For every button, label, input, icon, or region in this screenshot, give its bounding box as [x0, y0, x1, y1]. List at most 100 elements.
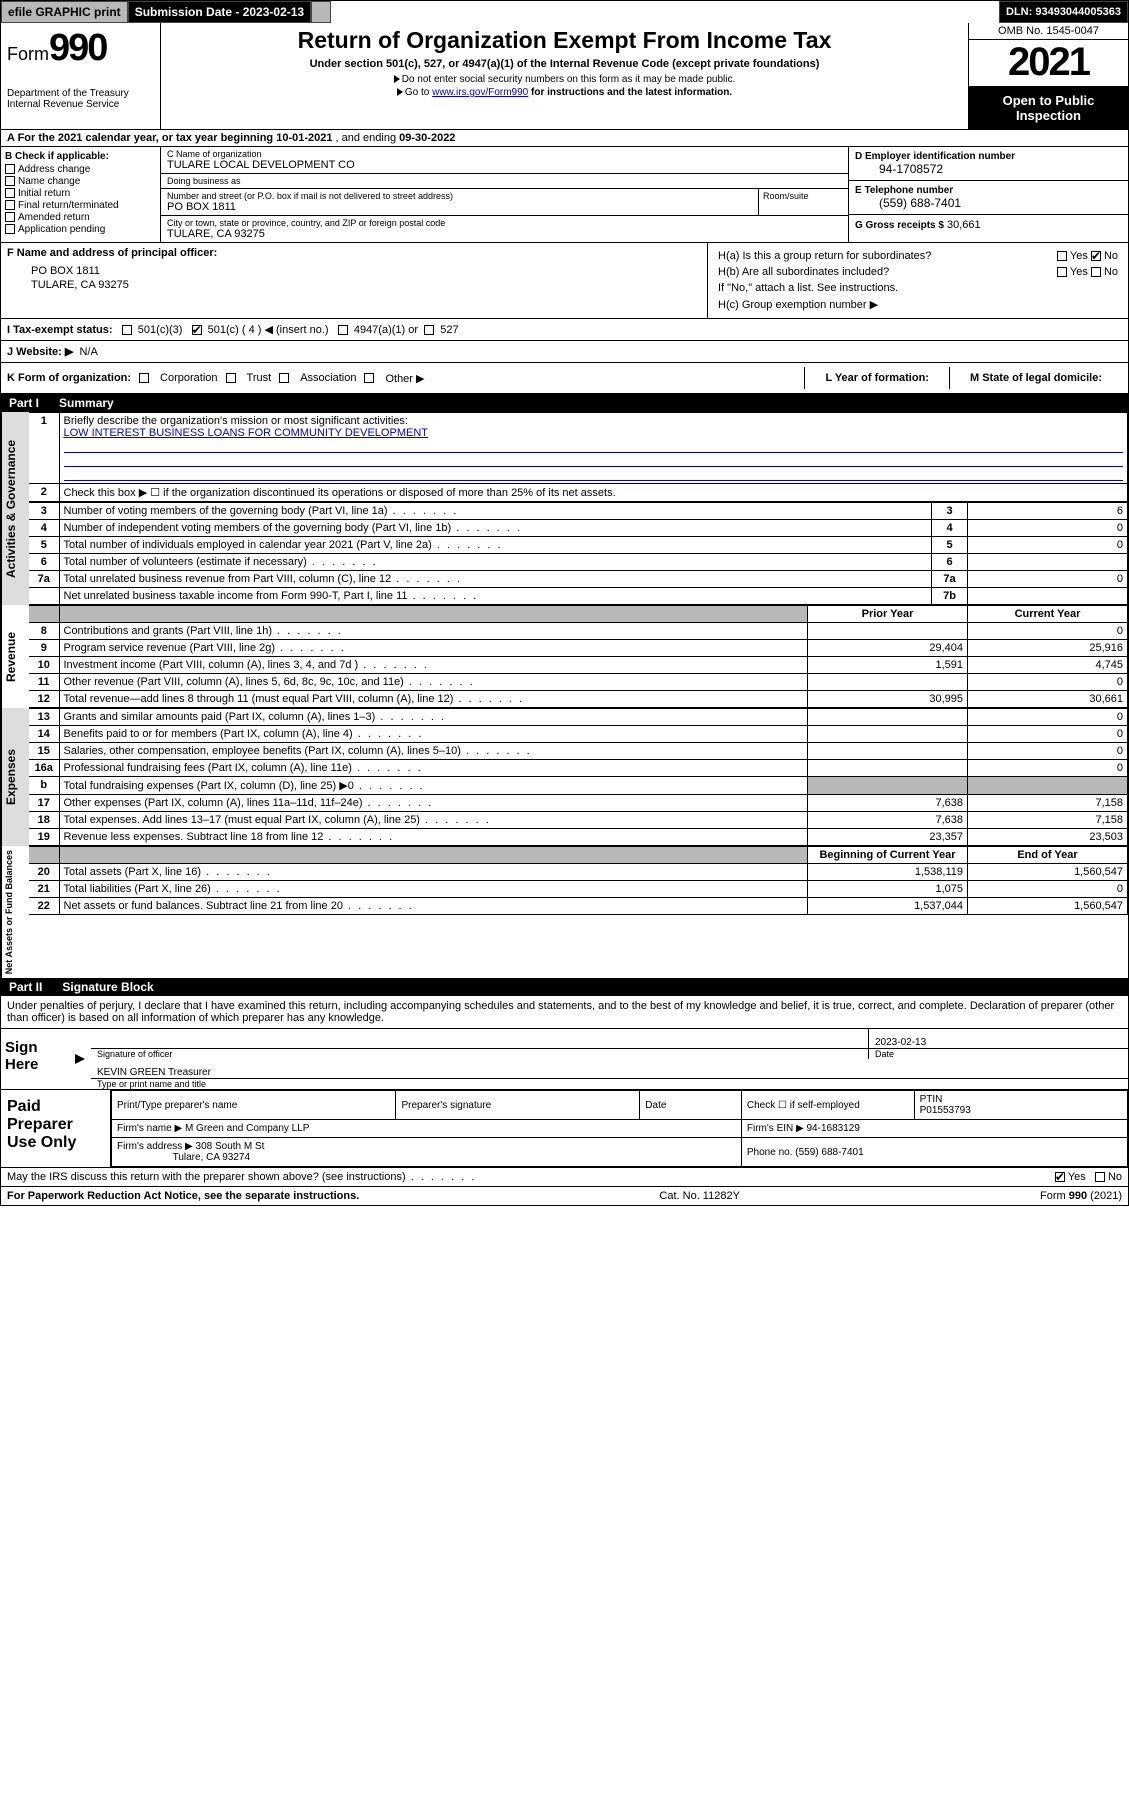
- chk-address-change[interactable]: Address change: [5, 164, 156, 175]
- section-b-to-g: B Check if applicable: Address change Na…: [1, 147, 1128, 243]
- footer-mid: Cat. No. 11282Y: [659, 1190, 740, 1202]
- prior-value: 23,357: [808, 829, 968, 846]
- line-label: Total fundraising expenses (Part IX, col…: [59, 777, 808, 795]
- l-year-formation: L Year of formation:: [804, 367, 949, 389]
- h-b-yesno[interactable]: Yes No: [1027, 265, 1120, 279]
- chk-amended-return[interactable]: Amended return: [5, 212, 156, 223]
- h-group: H(a) Is this a group return for subordin…: [708, 243, 1128, 318]
- note2-post: for instructions and the latest informat…: [528, 87, 732, 98]
- line-num: 17: [29, 795, 59, 812]
- row-a-tax-year: A For the 2021 calendar year, or tax yea…: [1, 130, 1128, 147]
- efile-label[interactable]: efile GRAPHIC print: [1, 1, 128, 23]
- sign-here-label: Sign Here: [1, 1029, 71, 1089]
- prep-h1: Print/Type preparer's name: [112, 1091, 396, 1120]
- sig-date-value: 2023-02-13: [869, 1029, 1128, 1049]
- note-ssn: Do not enter social security numbers on …: [169, 74, 960, 85]
- line-2-num: 2: [29, 484, 59, 502]
- irs-link[interactable]: www.irs.gov/Form990: [432, 87, 528, 98]
- section-net-assets: Net Assets or Fund Balances Beginning of…: [1, 846, 1128, 978]
- prep-h2: Preparer's signature: [396, 1091, 640, 1120]
- prep-label: Paid Preparer Use Only: [1, 1090, 111, 1167]
- k-label: K Form of organization:: [7, 372, 131, 384]
- open-inspection: Open to Public Inspection: [969, 87, 1128, 129]
- begin-value: 1,537,044: [808, 898, 968, 915]
- line-num: b: [29, 777, 59, 795]
- chk-name-change[interactable]: Name change: [5, 176, 156, 187]
- h-a-yesno[interactable]: Yes No: [1027, 249, 1120, 263]
- line-num: 21: [29, 881, 59, 898]
- c-name-label: C Name of organization: [167, 149, 842, 159]
- e-value: (559) 688-7401: [855, 196, 1122, 210]
- chk-assoc[interactable]: [279, 373, 289, 383]
- chk-final-return[interactable]: Final return/terminated: [5, 200, 156, 211]
- line-label: Total assets (Part X, line 16): [59, 864, 808, 881]
- line-key: 7a: [932, 571, 968, 588]
- line-num: 10: [29, 657, 59, 674]
- header-mid: Return of Organization Exempt From Incom…: [161, 23, 968, 129]
- k-o0: Corporation: [160, 372, 217, 384]
- f-line1: PO BOX 1811: [31, 265, 701, 277]
- chk-other[interactable]: [364, 373, 374, 383]
- current-value: 0: [968, 760, 1128, 777]
- may-discuss-yesno[interactable]: Yes No: [1055, 1171, 1122, 1183]
- g-gross: G Gross receipts $ 30,661: [849, 215, 1128, 235]
- section-f-h: F Name and address of principal officer:…: [1, 243, 1128, 319]
- mission-link[interactable]: LOW INTEREST BUSINESS LOANS FOR COMMUNIT…: [64, 427, 428, 439]
- k-o2: Association: [300, 372, 356, 384]
- i-o4: 527: [440, 324, 458, 336]
- triangle-icon: [397, 88, 403, 96]
- line-label: Number of voting members of the governin…: [59, 503, 932, 520]
- officer-sig-line[interactable]: [91, 1029, 868, 1049]
- h-b-label: H(b) Are all subordinates included?: [716, 265, 1025, 279]
- chk-527[interactable]: [424, 325, 434, 335]
- chk-trust[interactable]: [226, 373, 236, 383]
- may-discuss-text: May the IRS discuss this return with the…: [7, 1171, 476, 1183]
- net-hdr-blank: [29, 847, 59, 864]
- end-value: 1,560,547: [968, 864, 1128, 881]
- chk-501c3[interactable]: [122, 325, 132, 335]
- prior-value: [808, 709, 968, 726]
- chk-501c[interactable]: [192, 325, 202, 335]
- begin-value: 1,075: [808, 881, 968, 898]
- omb-number: OMB No. 1545-0047: [969, 23, 1128, 40]
- line-num: 9: [29, 640, 59, 657]
- i-label: I Tax-exempt status:: [7, 324, 113, 336]
- note-goto: Go to www.irs.gov/Form990 for instructio…: [169, 87, 960, 98]
- chk-corp[interactable]: [139, 373, 149, 383]
- form-header: Form990 Department of the Treasury Inter…: [1, 23, 1128, 130]
- current-value: 0: [968, 743, 1128, 760]
- d-ein: D Employer identification number 94-1708…: [849, 147, 1128, 181]
- e-phone: E Telephone number (559) 688-7401: [849, 181, 1128, 215]
- b-label: B Check if applicable:: [5, 151, 156, 162]
- chk-4947[interactable]: [338, 325, 348, 335]
- vlabel-revenue: Revenue: [1, 605, 29, 708]
- officer-sig-label: Signature of officer: [91, 1049, 868, 1059]
- line-label: Benefits paid to or for members (Part IX…: [59, 726, 808, 743]
- prep-check-self[interactable]: Check ☐ if self-employed: [741, 1091, 914, 1120]
- sig-date-label: Date: [869, 1049, 1128, 1059]
- line-label: Program service revenue (Part VIII, line…: [59, 640, 808, 657]
- firm-addr-cell: Firm's address ▶ 308 South M St Tulare, …: [112, 1138, 742, 1167]
- form-prefix: Form: [7, 44, 49, 64]
- end-value: 1,560,547: [968, 898, 1128, 915]
- rowA-begin: 10-01-2021: [276, 132, 332, 144]
- h-a-label: H(a) Is this a group return for subordin…: [716, 249, 1025, 263]
- line-key: 4: [932, 520, 968, 537]
- street-label: Number and street (or P.O. box if mail i…: [167, 191, 752, 201]
- tax-year: 2021: [969, 40, 1128, 87]
- street-value: PO BOX 1811: [167, 201, 752, 213]
- line-label: Net assets or fund balances. Subtract li…: [59, 898, 808, 915]
- chk-application-pending[interactable]: Application pending: [5, 224, 156, 235]
- g-value: 30,661: [947, 219, 981, 231]
- i-o2: 501(c) ( 4 ) ◀ (insert no.): [208, 324, 329, 336]
- penalty-statement: Under penalties of perjury, I declare th…: [1, 996, 1128, 1029]
- prep-ptin-cell: PTINP01553793: [914, 1091, 1127, 1120]
- part-ii-header: Part II Signature Block: [1, 978, 1128, 996]
- line-num: 20: [29, 864, 59, 881]
- k-o3: Other ▶: [385, 372, 424, 385]
- k-o1: Trust: [247, 372, 272, 384]
- chk-initial-return[interactable]: Initial return: [5, 188, 156, 199]
- line-label: Contributions and grants (Part VIII, lin…: [59, 623, 808, 640]
- line-value: 0: [968, 520, 1128, 537]
- part-i-header: Part I Summary: [1, 394, 1128, 412]
